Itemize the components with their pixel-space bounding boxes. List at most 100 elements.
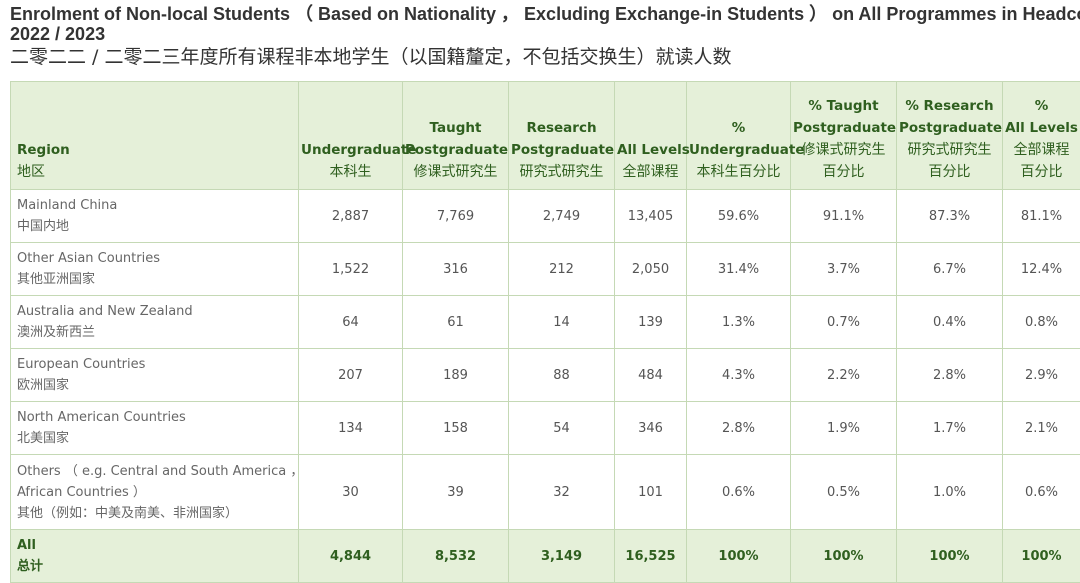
region-name-en: European Countries [17, 354, 296, 375]
total-value-cell: 100% [687, 530, 791, 583]
value-cell: 0.8% [1003, 296, 1080, 349]
total-value-cell: 8,532 [403, 530, 509, 583]
value-cell: 2,749 [509, 190, 615, 243]
region-name-en: Other Asian Countries [17, 248, 296, 269]
value-cell: 6.7% [897, 243, 1003, 296]
value-cell: 101 [615, 455, 687, 530]
value-cell: 61 [403, 296, 509, 349]
total-value-cell: 100% [897, 530, 1003, 583]
value-cell: 134 [299, 402, 403, 455]
value-cell: 39 [403, 455, 509, 530]
value-cell: 2,887 [299, 190, 403, 243]
total-value-cell: 100% [1003, 530, 1080, 583]
title-english-line2: 2022 / 2023 [10, 24, 1070, 44]
value-cell: 0.5% [791, 455, 897, 530]
value-cell: 316 [403, 243, 509, 296]
region-name-en: Others （ e.g. Central and South America … [17, 461, 296, 482]
value-cell: 2.9% [1003, 349, 1080, 402]
column-header-zh: 修课式研究生 [793, 139, 894, 161]
title-english: Enrolment of Non-local Students （ Based … [10, 4, 1070, 44]
value-cell: 0.7% [791, 296, 897, 349]
region-name-zh: 中国内地 [17, 216, 296, 237]
column-header-en: Undergraduate [689, 139, 788, 161]
column-header-en: All Levels [617, 139, 684, 161]
column-header-zh: 全部课程 [617, 161, 684, 183]
column-header-zh: 百分比 [899, 161, 1000, 183]
total-value-cell: 4,844 [299, 530, 403, 583]
region-name-en: African Countries ） [17, 482, 296, 503]
column-header-zh: 地区 [17, 161, 296, 183]
total-value-cell: 100% [791, 530, 897, 583]
total-value-cell: 3,149 [509, 530, 615, 583]
title-english-line1: Enrolment of Non-local Students （ Based … [10, 4, 1070, 24]
column-header-en: % Taught [793, 95, 894, 117]
value-cell: 207 [299, 349, 403, 402]
column-header-en: Postgraduate [511, 139, 612, 161]
column-header-en: Postgraduate [899, 117, 1000, 139]
value-cell: 158 [403, 402, 509, 455]
region-cell: Others （ e.g. Central and South America … [11, 455, 299, 530]
column-header-zh: 全部课程 [1005, 139, 1078, 161]
value-cell: 12.4% [1003, 243, 1080, 296]
total-value-cell: 16,525 [615, 530, 687, 583]
title-chinese: 二零二二 / 二零二三年度所有课程非本地学生（以国籍釐定，不包括交换生）就读人数 [10, 45, 1070, 69]
value-cell: 32 [509, 455, 615, 530]
value-cell: 2.1% [1003, 402, 1080, 455]
value-cell: 346 [615, 402, 687, 455]
region-name-en: Australia and New Zealand [17, 301, 296, 322]
column-header-zh: 本科生 [301, 161, 400, 183]
value-cell: 0.6% [1003, 455, 1080, 530]
column-header-en: % Research [899, 95, 1000, 117]
region-name-zh: 其他亚洲国家 [17, 269, 296, 290]
value-cell: 0.6% [687, 455, 791, 530]
column-header-en: Research [511, 117, 612, 139]
region-name-zh: 欧洲国家 [17, 375, 296, 396]
value-cell: 2.8% [897, 349, 1003, 402]
value-cell: 64 [299, 296, 403, 349]
value-cell: 2,050 [615, 243, 687, 296]
column-header-en: Postgraduate [405, 139, 506, 161]
region-name-zh: 北美国家 [17, 428, 296, 449]
value-cell: 14 [509, 296, 615, 349]
value-cell: 139 [615, 296, 687, 349]
value-cell: 1.9% [791, 402, 897, 455]
column-header-en: Taught [405, 117, 506, 139]
value-cell: 4.3% [687, 349, 791, 402]
column-header-zh: 本科生百分比 [689, 161, 788, 183]
column-header-en: % [1005, 95, 1078, 117]
value-cell: 1,522 [299, 243, 403, 296]
column-header-zh: 修课式研究生 [405, 161, 506, 183]
value-cell: 87.3% [897, 190, 1003, 243]
region-name-zh: 澳洲及新西兰 [17, 322, 296, 343]
total-label-zh: 总计 [17, 556, 296, 577]
column-header-zh: 研究式研究生 [899, 139, 1000, 161]
region-name-zh: 其他（例如：中美及南美、非洲国家） [17, 503, 296, 524]
value-cell: 31.4% [687, 243, 791, 296]
value-cell: 13,405 [615, 190, 687, 243]
value-cell: 91.1% [791, 190, 897, 243]
value-cell: 1.3% [687, 296, 791, 349]
column-header-en: Undergraduate [301, 139, 400, 161]
value-cell: 59.6% [687, 190, 791, 243]
value-cell: 2.8% [687, 402, 791, 455]
total-label-en: All [17, 535, 296, 556]
value-cell: 88 [509, 349, 615, 402]
region-name-en: North American Countries [17, 407, 296, 428]
